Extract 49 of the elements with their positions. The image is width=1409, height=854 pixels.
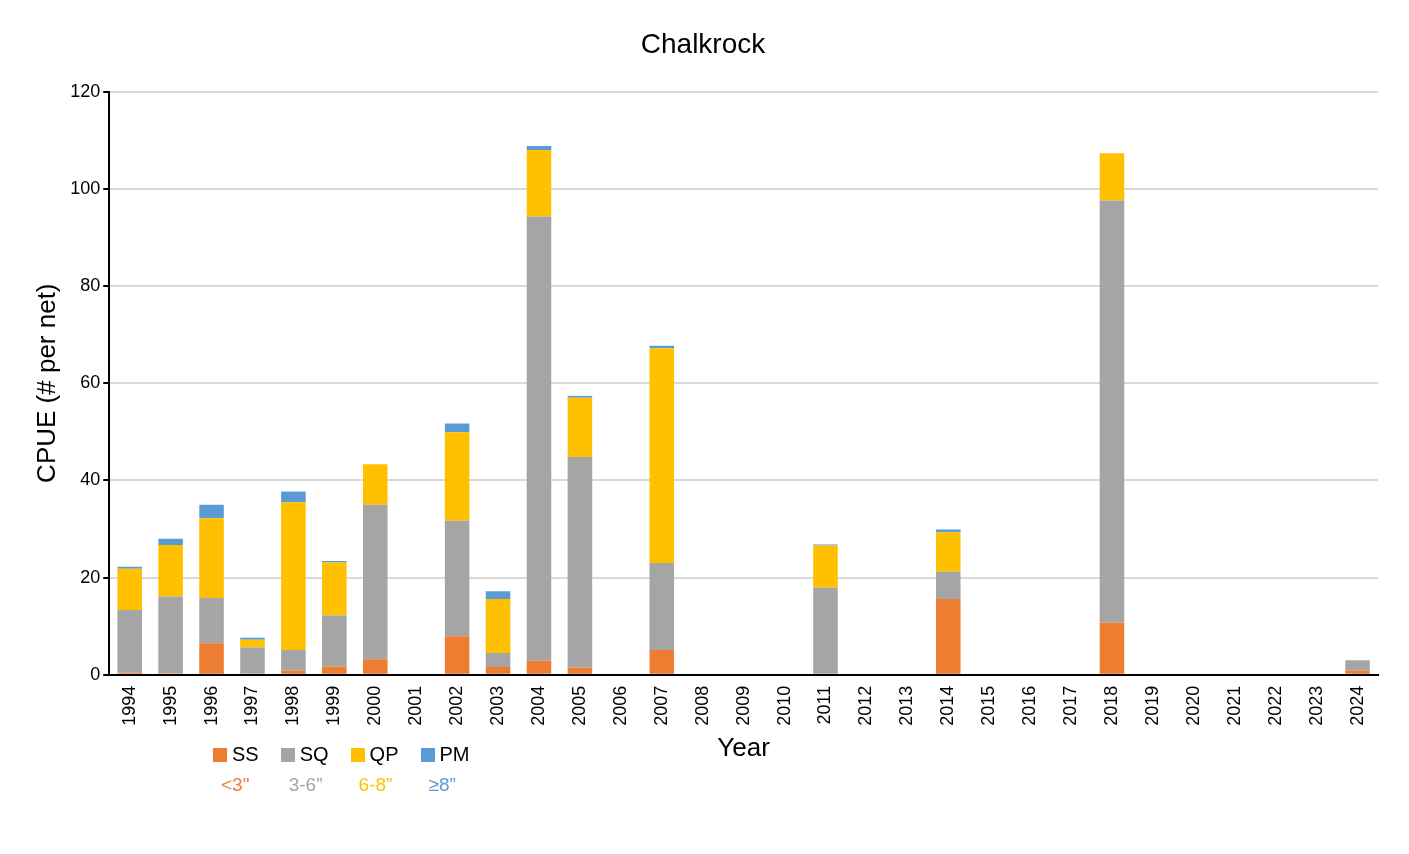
x-tick-label: 2021 (1223, 685, 1244, 726)
x-tick-label: 2012 (855, 685, 876, 726)
x-tick-label: 2008 (691, 685, 712, 726)
legend-label: PM (439, 743, 470, 766)
x-tick-label: 2015 (978, 685, 999, 726)
y-tick-label: 120 (70, 80, 101, 101)
x-tick-label: 2010 (773, 685, 794, 726)
x-tick-label: 2005 (568, 685, 589, 726)
y-tick-label: 60 (80, 372, 101, 393)
x-tick-label: 1997 (241, 685, 262, 726)
y-tick-label: 100 (70, 177, 101, 198)
x-tick-label: 2011 (814, 685, 835, 725)
x-tick-label: 2024 (1346, 685, 1367, 726)
x-tick-label: 2007 (650, 685, 671, 726)
x-tick-label: 2020 (1182, 685, 1203, 726)
y-tick-label: 0 (90, 663, 101, 684)
y-axis-title: CPUE (# per net) (30, 283, 61, 483)
x-tick-label: 2019 (1141, 685, 1162, 726)
x-tick-label: 2017 (1060, 685, 1081, 726)
x-axis-title: Year (717, 731, 771, 762)
chart-title: Chalkrock (640, 27, 767, 59)
x-tick-label: 1995 (159, 685, 180, 726)
x-tick-label: 2009 (732, 685, 753, 726)
text: 6-8” (358, 774, 393, 796)
x-tick-label: 2023 (1305, 685, 1326, 726)
x-tick-label: 2018 (1100, 685, 1121, 726)
legend-label: QP (369, 743, 399, 766)
text: 3-6” (288, 774, 323, 796)
legend-label: SS (232, 743, 259, 766)
y-tick-label: 20 (80, 566, 101, 587)
legend-label: SQ (299, 743, 329, 766)
x-tick-label: 2014 (937, 685, 958, 726)
x-tick-label: 2000 (364, 685, 385, 726)
x-tick-label: 2003 (487, 685, 508, 726)
x-tick-label: 1999 (323, 685, 344, 726)
x-tick-label: 2001 (405, 685, 426, 726)
y-tick-label: 80 (80, 274, 101, 295)
x-tick-label: 1998 (282, 685, 303, 726)
x-tick-label: 2004 (527, 685, 548, 726)
x-tick-label: 1994 (118, 685, 139, 726)
x-tick-label: 2002 (446, 685, 467, 726)
x-tick-label: 2013 (896, 685, 917, 726)
x-tick-label: 2016 (1019, 685, 1040, 726)
x-tick-label: 2006 (609, 685, 630, 726)
x-tick-label: 1996 (200, 685, 221, 726)
y-tick-label: 40 (80, 469, 101, 490)
text: ≥8” (428, 774, 456, 796)
x-tick-label: 2022 (1264, 685, 1285, 726)
text: <3" (221, 774, 250, 796)
